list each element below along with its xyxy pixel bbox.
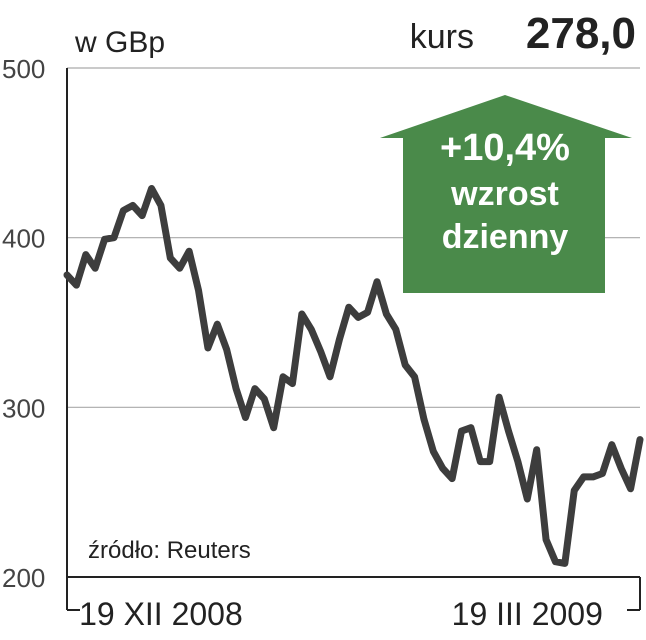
change-value: +10,4% [440, 127, 570, 169]
source: źródło: Reuters [88, 537, 251, 564]
change-label: dzienny [442, 218, 569, 256]
y-tick-label: 200 [2, 563, 45, 593]
x-tick-label: 19 XII 2008 [79, 596, 243, 632]
price-label: kurs [410, 18, 474, 56]
y-tick-label: 500 [2, 54, 45, 84]
change-label: wzrost [450, 175, 559, 213]
unit-label: w GBp [74, 26, 165, 59]
price-line [63, 184, 644, 567]
price-value: 278,0 [526, 9, 636, 58]
y-tick-label: 300 [2, 393, 45, 423]
x-tick-label: 19 III 2009 [452, 596, 603, 632]
y-tick-label: 400 [2, 224, 45, 254]
change-arrow [380, 95, 632, 293]
